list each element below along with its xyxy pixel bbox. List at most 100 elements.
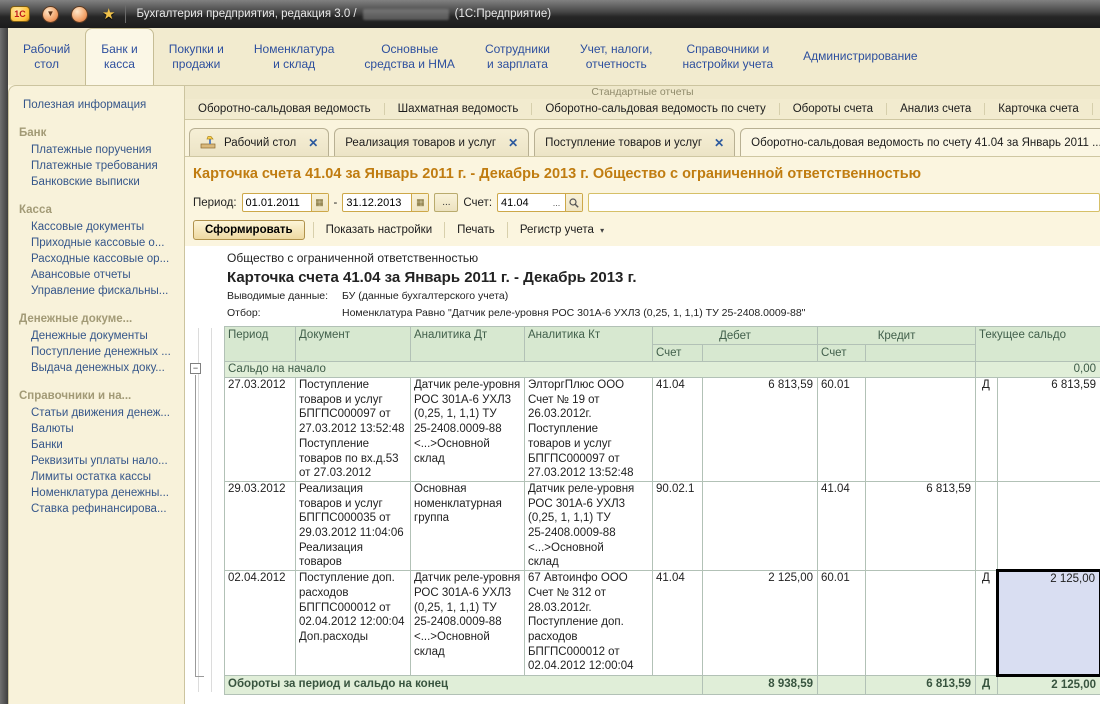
doc-tab-postuplenie[interactable]: Поступление товаров и услуг ✕ — [534, 128, 736, 156]
cell-analitika-dt[interactable]: Основная номенклатурная группа — [410, 480, 525, 572]
cell-analitika-dt[interactable]: Датчик реле-уровня РОС 301А-6 УХЛ3 (0,25… — [410, 570, 525, 677]
doc-tab-label: Рабочий стол — [224, 136, 297, 149]
sidebar-item-platezhnye-trebovaniya[interactable]: Платежные требования — [31, 160, 158, 172]
sidebar-item-prihodnye-kassovye[interactable]: Приходные кассовые о... — [31, 237, 165, 249]
sidebar-item-avansovye-otchety[interactable]: Авансовые отчеты — [31, 269, 131, 281]
show-settings-button[interactable]: Показать настройки — [316, 221, 443, 239]
search-icon[interactable] — [565, 194, 583, 211]
sidebar-item-platezhnye-porucheniya[interactable]: Платежные поручения — [31, 144, 152, 156]
cell-balance[interactable]: 6 813,59 — [997, 377, 1100, 482]
register-menu-button[interactable]: Регистр учета ▾ — [510, 221, 614, 239]
sidebar-item-limity-ostatka[interactable]: Лимиты остатка кассы — [31, 471, 152, 483]
tab-osnovnye-sredstva[interactable]: Основные средства и НМА — [364, 41, 455, 71]
cell-analitika-kt[interactable]: 67 Автоинфо ООО Счет № 312 от 28.03.2012… — [524, 570, 653, 677]
sidebar-item-stavka-refinansirovaniya[interactable]: Ставка рефинансирова... — [31, 503, 167, 515]
tab-administrirovanie[interactable]: Администрирование — [803, 49, 918, 63]
close-icon[interactable]: ✕ — [714, 135, 725, 150]
doc-tab-osv-po-schetu[interactable]: Оборотно-сальдовая ведомость по счету 41… — [740, 128, 1100, 156]
report-link-shahmatnaya[interactable]: Шахматная ведомость — [385, 103, 533, 115]
cell-debit-account[interactable]: 41.04 — [652, 570, 703, 677]
sidebar-item-rashodnye-kassovye[interactable]: Расходные кассовые ор... — [31, 253, 170, 265]
totals-credit-sum[interactable]: 6 813,59 — [865, 675, 977, 696]
cell-credit-account[interactable]: 41.04 — [817, 480, 867, 572]
cell-analitika-kt[interactable]: Датчик реле-уровня РОС 301А-6 УХЛ3 (0,25… — [524, 480, 653, 572]
extra-filter-field[interactable] — [588, 193, 1100, 212]
report-link-osv-po-schetu[interactable]: Оборотно-сальдовая ведомость по счету — [532, 103, 780, 115]
cell-debit-sum[interactable] — [701, 480, 819, 572]
cell-analitika-dt[interactable]: Датчик реле-уровня РОС 301А-6 УХЛ3 (0,25… — [410, 377, 525, 482]
cell-balance-side[interactable] — [975, 480, 999, 572]
sidebar-item-rekvizity-uplaty[interactable]: Реквизиты уплаты нало... — [31, 455, 168, 467]
sidebar-item-valyuty[interactable]: Валюты — [31, 423, 74, 435]
tab-uchet-nalogi[interactable]: Учет, налоги, отчетность — [579, 41, 653, 71]
sidebar-item-banki[interactable]: Банки — [31, 439, 63, 451]
account-input[interactable] — [498, 194, 549, 211]
opening-balance-label[interactable]: Сальдо на начало — [223, 361, 977, 378]
favorites-star-icon[interactable]: ★ — [102, 6, 116, 23]
cell-debit-sum[interactable]: 6 813,59 — [701, 377, 819, 482]
collapse-group-icon[interactable]: − — [190, 363, 201, 374]
report-link-kartochka-scheta[interactable]: Карточка счета — [985, 103, 1093, 115]
cell-period[interactable]: 27.03.2012 — [224, 377, 296, 482]
sidebar-item-postuplenie-denezhnyh[interactable]: Поступление денежных ... — [31, 346, 171, 358]
cell-credit-sum[interactable] — [865, 570, 977, 677]
cell-debit-account[interactable]: 90.02.1 — [652, 480, 703, 572]
tab-sotrudniki-zarplata[interactable]: Сотрудники и зарплата — [484, 41, 550, 71]
doc-tab-realizaciya[interactable]: Реализация товаров и услуг ✕ — [334, 128, 530, 156]
calendar-icon[interactable]: ▦ — [310, 194, 328, 211]
totals-label[interactable]: Обороты за период и сальдо на конец — [224, 675, 703, 696]
report-link-osv[interactable]: Оборотно-сальдовая ведомость — [185, 103, 385, 115]
report-link-analiz-scheta[interactable]: Анализ счета — [887, 103, 986, 115]
period-to-input[interactable] — [343, 194, 412, 211]
totals-debit-sum[interactable]: 8 938,59 — [701, 675, 819, 696]
sidebar-item-poleznaya-informaciya[interactable]: Полезная информация — [23, 99, 147, 111]
sidebar-item-kassovye-dokumenty[interactable]: Кассовые документы — [31, 221, 145, 233]
print-button[interactable]: Печать — [447, 221, 505, 239]
cell-document[interactable]: Поступление товаров и услуг БПГПС000097 … — [295, 377, 411, 482]
tab-bank-i-kassa[interactable]: Банк и касса — [85, 28, 154, 85]
period-from-input[interactable] — [242, 194, 311, 211]
totals-balance-side[interactable]: Д — [975, 675, 999, 696]
cell-credit-sum[interactable]: 6 813,59 — [865, 480, 977, 572]
calendar-icon[interactable]: ▦ — [411, 194, 429, 211]
close-icon[interactable]: ✕ — [308, 135, 319, 150]
sidebar-item-bankovskie-vypiski[interactable]: Банковские выписки — [31, 176, 140, 188]
doc-tab-rabochiy-stol[interactable]: Рабочий стол ✕ — [189, 128, 330, 156]
cell-credit-sum[interactable] — [865, 377, 977, 482]
cell-balance-side[interactable]: Д — [975, 377, 999, 482]
tab-nomenklatura-sklad[interactable]: Номенклатура и склад — [253, 41, 335, 71]
account-more-button[interactable]: ... — [548, 194, 566, 211]
tab-rabochiy-stol[interactable]: Рабочий стол — [23, 41, 71, 71]
cell-document[interactable]: Поступление доп. расходов БПГПС000012 от… — [295, 570, 411, 677]
sidebar-item-vydacha-denezhnyh[interactable]: Выдача денежных доку... — [31, 362, 165, 374]
window-button[interactable] — [71, 5, 88, 23]
totals-balance[interactable]: 2 125,00 — [997, 675, 1100, 696]
cell-document[interactable]: Реализация товаров и услуг БПГПС000035 о… — [295, 480, 411, 572]
app-logo-icon[interactable]: 1С — [10, 6, 30, 22]
cell-period[interactable]: 02.04.2012 — [224, 570, 296, 677]
generate-button[interactable]: Сформировать — [193, 220, 305, 240]
sidebar-item-denezhnye-dokumenty[interactable]: Денежные документы — [31, 330, 148, 342]
cell-credit-account[interactable]: 60.01 — [817, 377, 867, 482]
sidebar-item-nomenklatura-denezhnyh[interactable]: Номенклатура денежны... — [31, 487, 169, 499]
cell-debit-sum[interactable]: 2 125,00 — [701, 570, 819, 677]
tab-pokupki-prodazhi[interactable]: Покупки и продажи — [168, 41, 224, 71]
cell-balance-side[interactable]: Д — [975, 570, 999, 677]
main-menu-button[interactable]: ▼ — [42, 5, 59, 23]
cell-credit-account[interactable]: 60.01 — [817, 570, 867, 677]
cell-analitika-kt[interactable]: ЭлторгПлюс ООО Счет № 19 от 26.03.2012г.… — [524, 377, 653, 482]
close-icon[interactable]: ✕ — [508, 135, 519, 150]
sidebar-item-upravlenie-fiskalnymi[interactable]: Управление фискальны... — [31, 285, 169, 297]
cell-period[interactable]: 29.03.2012 — [224, 480, 296, 572]
opening-balance-value[interactable]: 0,00 — [975, 361, 1100, 378]
sidebar-item-stati-dvizheniya[interactable]: Статьи движения денеж... — [31, 407, 170, 419]
report-link-analiz-subkonto[interactable]: Анал — [1093, 103, 1100, 115]
selected-cell-balance[interactable]: 2 125,00 — [996, 569, 1100, 678]
tab-spravochniki[interactable]: Справочники и настройки учета — [682, 41, 774, 71]
totals-credit-account[interactable] — [817, 675, 867, 696]
cell-balance[interactable] — [997, 480, 1100, 572]
period-more-button[interactable]: ... — [434, 193, 459, 212]
report-link-oboroty-scheta[interactable]: Обороты счета — [780, 103, 888, 115]
cell-debit-account[interactable]: 41.04 — [652, 377, 703, 482]
account-field: ... — [497, 193, 584, 212]
